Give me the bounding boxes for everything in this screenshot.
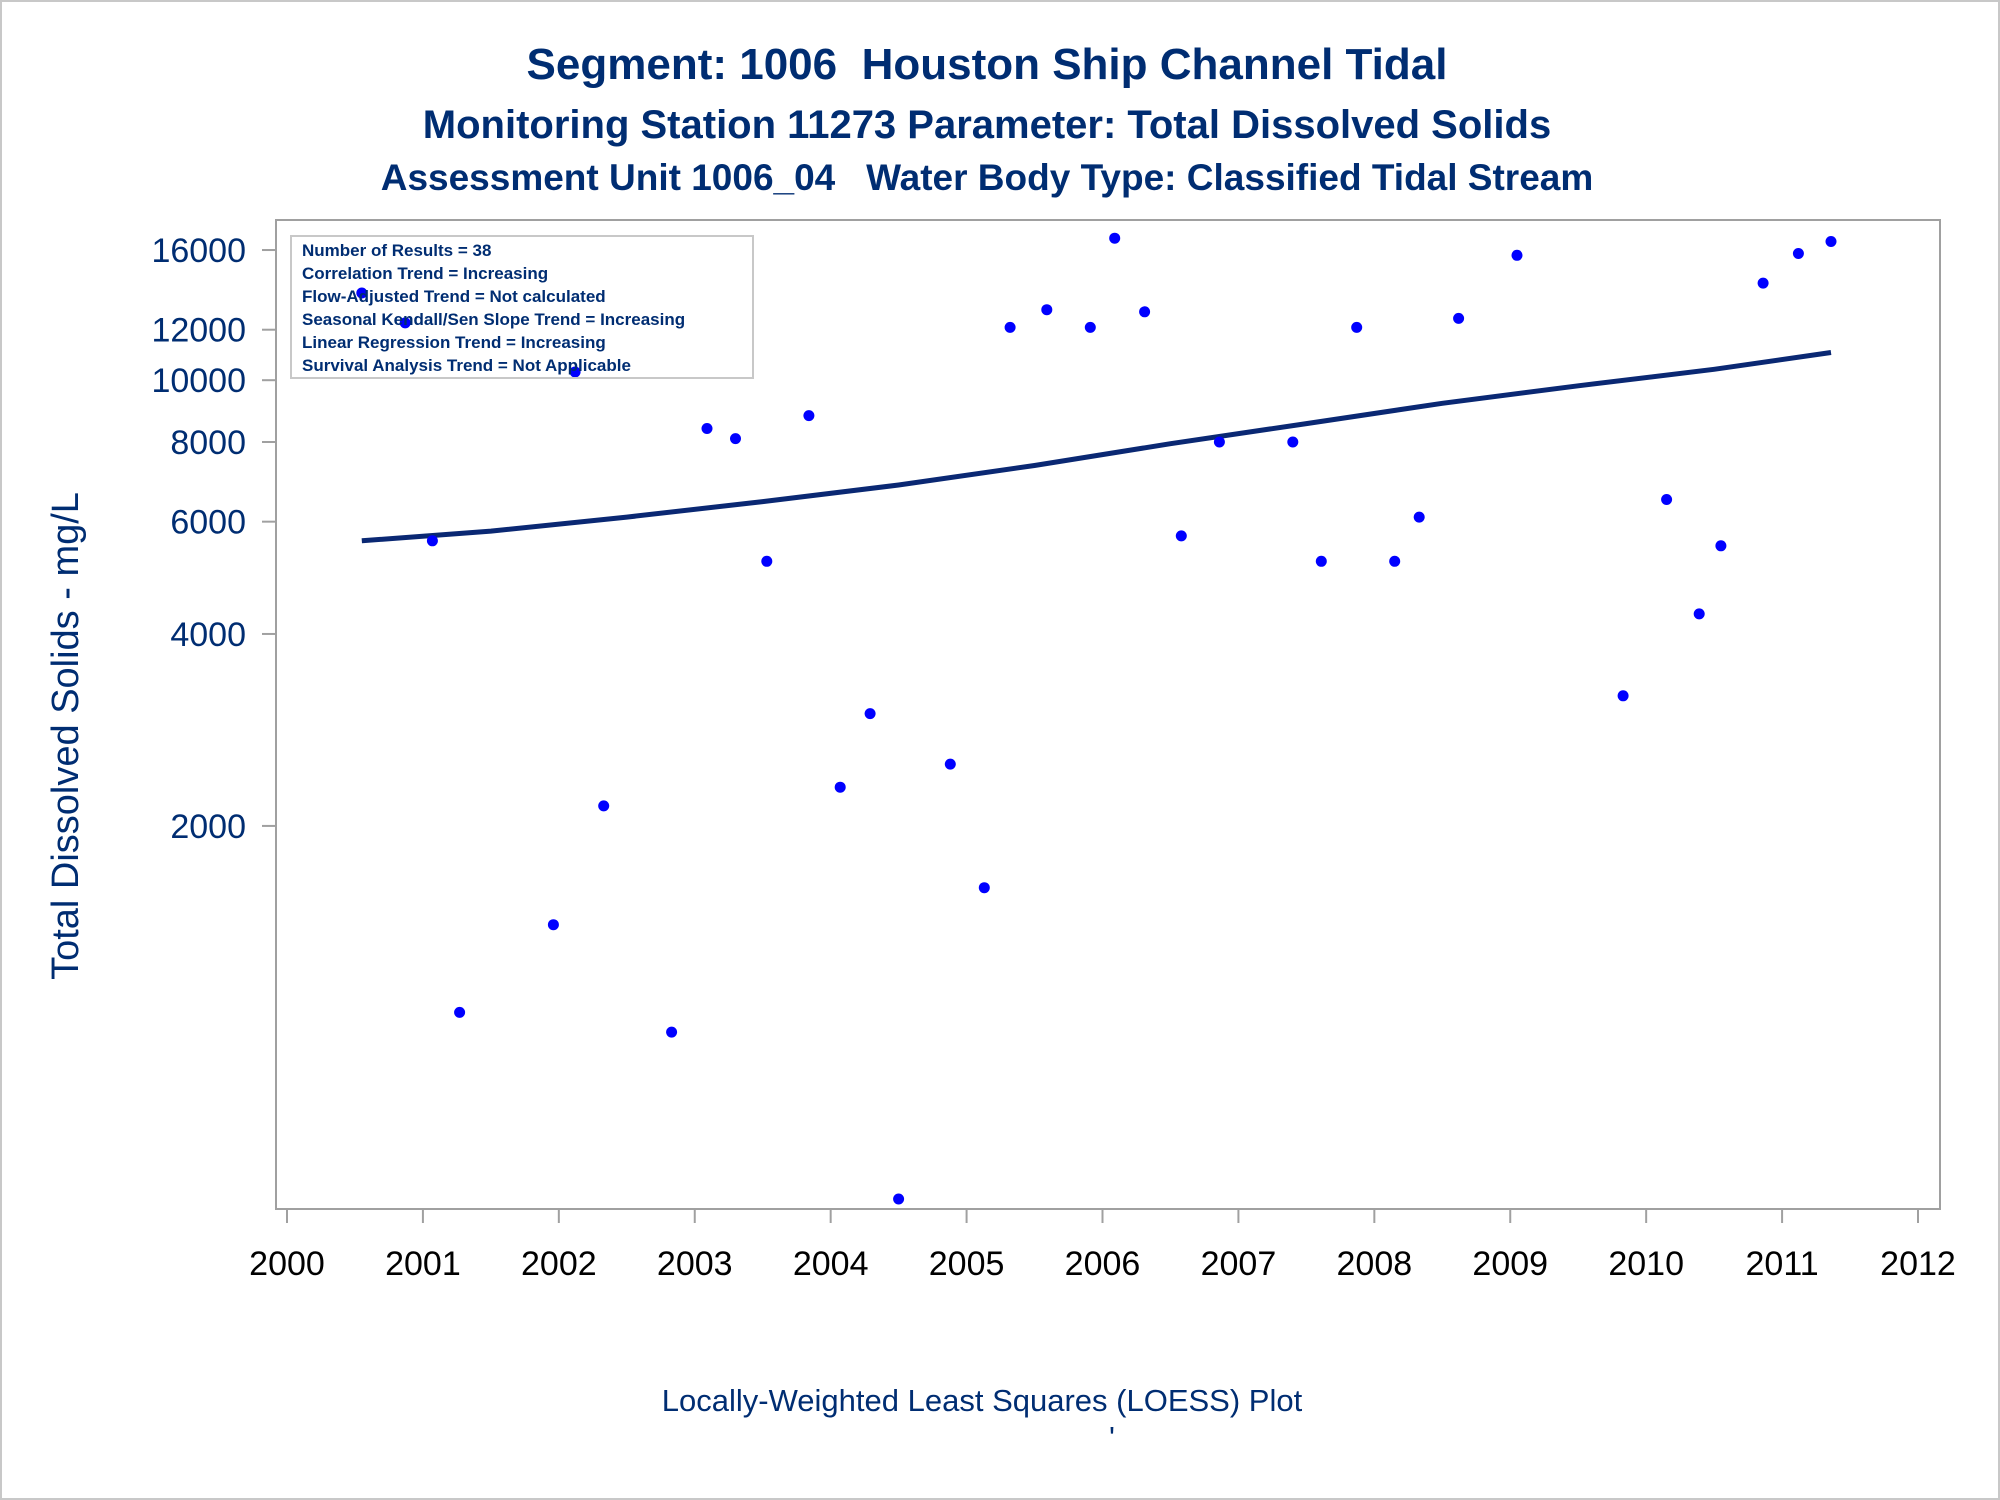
x-tick-label: 2011 — [1746, 1245, 1819, 1283]
x-tick-label: 2000 — [249, 1245, 325, 1283]
legend-line: Linear Regression Trend = Increasing — [302, 333, 606, 352]
x-tick-label: 2005 — [929, 1245, 1005, 1283]
y-tick-label: 8000 — [170, 424, 246, 462]
x-tick-label: 2010 — [1608, 1245, 1684, 1283]
data-point — [730, 433, 741, 445]
data-point — [1825, 236, 1837, 247]
x-tick-label: 2012 — [1880, 1245, 1956, 1283]
chart-subtitle: Monitoring Station 11273 Parameter: Tota… — [423, 103, 1551, 147]
data-point — [1315, 555, 1327, 567]
loess-line — [361, 350, 1832, 544]
y-tick-label: 16000 — [151, 232, 246, 270]
data-point — [356, 287, 368, 299]
data-point — [1351, 321, 1363, 333]
y-axis: 2000 4000 6000 8000 10000 12000 16000 — [151, 232, 276, 846]
data-points-series — [356, 232, 1837, 1205]
footnote-mark: ' — [1109, 1420, 1115, 1455]
data-point — [426, 535, 438, 547]
legend-line: Seasonal Kendall/Sen Slope Trend = Incre… — [302, 310, 685, 329]
data-point — [1693, 608, 1705, 620]
data-point — [547, 919, 559, 931]
x-tick-label: 2002 — [521, 1245, 597, 1283]
data-point — [1041, 304, 1053, 316]
x-tick-label: 2008 — [1337, 1245, 1413, 1283]
x-tick-label: 2003 — [657, 1245, 733, 1283]
legend-line: Flow-Adjusted Trend = Not calculated — [302, 287, 606, 306]
data-point — [1004, 321, 1016, 333]
plot-area — [275, 219, 1941, 1210]
data-point — [666, 1026, 678, 1038]
data-point — [864, 708, 876, 720]
chart-subtitle-2: Assessment Unit 1006_04 Water Body Type:… — [381, 157, 1594, 198]
y-tick-label: 12000 — [151, 312, 246, 350]
data-point — [1213, 436, 1225, 448]
data-point — [1139, 306, 1151, 318]
data-point — [834, 781, 846, 793]
legend-line: Correlation Trend = Increasing — [302, 264, 548, 283]
data-point — [454, 1006, 466, 1018]
x-tick-label: 2001 — [385, 1245, 461, 1283]
loess-line-series — [361, 350, 1832, 544]
data-point — [1084, 321, 1096, 333]
data-point — [1757, 277, 1769, 289]
y-tick-label: 4000 — [170, 616, 246, 654]
data-point — [944, 758, 956, 770]
x-axis: 2000 2001 2002 2003 2004 2005 2006 2007 2008 2009… — [249, 1209, 1956, 1283]
data-point — [1175, 530, 1187, 542]
data-point — [1287, 436, 1299, 448]
y-axis-label: Total Dissolved Solids - mg/L — [45, 492, 87, 980]
legend-line: Survival Analysis Trend = Not Applicable — [302, 356, 631, 375]
y-tick-label: 6000 — [170, 504, 246, 542]
data-point — [803, 410, 815, 422]
data-point — [978, 882, 990, 894]
data-point — [1389, 555, 1401, 567]
data-point — [1617, 690, 1629, 702]
data-point — [598, 800, 610, 812]
x-tick-label: 2006 — [1065, 1245, 1141, 1283]
legend-box — [290, 235, 754, 379]
data-point — [399, 317, 411, 329]
data-point — [1715, 540, 1727, 552]
data-point — [1511, 249, 1523, 261]
data-point — [701, 423, 713, 434]
data-point — [1661, 494, 1673, 505]
y-tick-label: 10000 — [151, 362, 246, 400]
x-tick-label: 2007 — [1201, 1245, 1277, 1283]
data-point — [1453, 312, 1465, 324]
data-point — [761, 555, 773, 567]
chart-title: Segment: 1006 Houston Ship Channel Tidal — [527, 40, 1448, 89]
stats-legend: Number of Results = 38 Correlation Trend … — [290, 235, 754, 379]
y-tick-label: 2000 — [170, 808, 246, 846]
legend-line: Number of Results = 38 — [302, 241, 491, 260]
data-point — [1109, 232, 1121, 244]
data-point — [569, 366, 581, 378]
data-point — [1792, 248, 1804, 259]
data-point — [1413, 511, 1425, 523]
data-point — [893, 1193, 905, 1205]
x-tick-label: 2004 — [793, 1245, 869, 1283]
footnote: Locally-Weighted Least Squares (LOESS) P… — [662, 1383, 1303, 1418]
x-tick-label: 2009 — [1472, 1245, 1548, 1283]
